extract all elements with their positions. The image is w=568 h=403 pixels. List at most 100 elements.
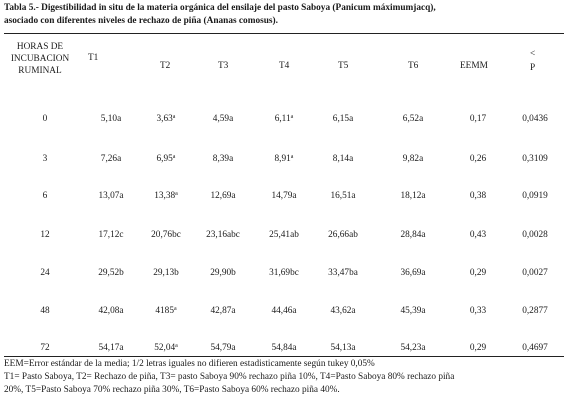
cell-eemm: 0,38	[470, 191, 486, 201]
cell-t3-value: 29,90b	[210, 268, 236, 278]
cell-hour-value: 6	[42, 191, 48, 201]
header-hours-line-3: RUMINAL	[18, 66, 62, 76]
cell-t3-value: 4,59a	[212, 114, 234, 124]
cell-t2-superscript: a	[172, 114, 176, 120]
cell-t2: 29,13b	[153, 268, 179, 278]
footnote-line-1: EEM=Error estándar de la media; 1/2 letr…	[4, 359, 375, 369]
cell-hour-value: 12	[40, 230, 50, 240]
cell-t5-value: 54,13a	[330, 343, 356, 353]
cell-t1: 29,52b	[98, 268, 124, 278]
cell-eemm: 0,29	[470, 343, 486, 353]
header-t2: T2	[160, 61, 171, 71]
cell-t5: 43,62a	[330, 306, 355, 316]
table-caption: Tabla 5.- Digestibilidad in situ de la m…	[4, 2, 564, 28]
cell-t3: 12,69a	[210, 191, 235, 201]
cell-t3-value: 42,87a	[210, 306, 236, 316]
cell-t1-value: 5,10a	[100, 114, 122, 124]
caption-line-2: asociado con diferentes niveles de recha…	[4, 16, 278, 26]
header-hours-line-2: INCUBACION	[10, 54, 70, 64]
cell-t3: 29,90b	[210, 268, 236, 278]
cell-t4: 44,46a	[271, 306, 296, 316]
cell-t3-value: 12,69a	[210, 191, 236, 201]
cell-p: 0,0436	[522, 114, 548, 124]
cell-t1-value: 54,17a	[98, 343, 124, 353]
cell-eemm: 0,33	[470, 306, 486, 316]
cell-eemm-value: 0,26	[469, 154, 487, 164]
header-t5: T5	[338, 61, 349, 71]
cell-eemm-value: 0,29	[469, 268, 487, 278]
cell-hour: 3	[43, 154, 48, 164]
cell-t2: 6,95a	[157, 154, 176, 164]
cell-t4-superscript: a	[290, 154, 294, 160]
cell-t5-value: 6,15a	[332, 114, 354, 124]
cell-t5-value: 16,51a	[330, 191, 356, 201]
cell-p-value: 0,0027	[522, 268, 548, 278]
header-t1: T1	[88, 53, 99, 63]
cell-t2-value: 52,04	[154, 343, 176, 353]
cell-p-value: 0,0919	[522, 191, 548, 201]
header-t3: T3	[218, 61, 229, 71]
header-eemm: EEMM	[460, 61, 488, 71]
cell-t2-superscript: a	[172, 154, 176, 160]
cell-p: 0,0028	[522, 230, 548, 240]
cell-t5: 33,47ba	[328, 268, 358, 278]
cell-hour-value: 3	[42, 154, 48, 164]
cell-hour: 24	[40, 268, 49, 278]
cell-p-value: 0,4697	[522, 343, 548, 353]
cell-t4-value: 54,84a	[271, 343, 297, 353]
cell-t3: 23,16abc	[206, 230, 240, 240]
cell-p: 0,0919	[522, 191, 548, 201]
cell-t4: 31,69bc	[269, 268, 299, 278]
cell-t5-value: 26,66ab	[328, 230, 358, 240]
cell-t1-value: 42,08a	[98, 306, 124, 316]
cell-t6: 18,12a	[400, 191, 425, 201]
cell-t6-value: 54,23a	[400, 343, 426, 353]
cell-t1-value: 29,52b	[98, 268, 124, 278]
cell-p: 0,4697	[522, 343, 548, 353]
cell-t2: 4185a	[155, 306, 176, 316]
cell-t1: 42,08a	[98, 306, 123, 316]
cell-t6: 28,84a	[400, 230, 425, 240]
cell-p-value: 0,3109	[522, 154, 548, 164]
table-bottom-rule	[4, 356, 564, 357]
cell-hour: 6	[43, 191, 48, 201]
cell-p-value: 0,0436	[522, 114, 548, 124]
cell-t4-value: 44,46a	[271, 306, 297, 316]
cell-t4: 14,79a	[271, 191, 296, 201]
cell-t4: 6,11a	[275, 114, 294, 124]
cell-t2-value: 3,63	[156, 114, 173, 124]
cell-p-value: 0,0028	[522, 230, 548, 240]
cell-eemm: 0,29	[470, 268, 486, 278]
header-p: P	[530, 63, 536, 73]
cell-t6: 54,23a	[400, 343, 425, 353]
header-hours: HORAS DE INCUBACION RUMINAL	[4, 41, 76, 77]
cell-t2-superscript: a	[173, 306, 177, 312]
cell-t1: 5,10a	[101, 114, 121, 124]
header-t6: T6	[408, 61, 419, 71]
cell-t2: 3,63a	[157, 114, 176, 124]
cell-hour-value: 72	[40, 343, 50, 353]
cell-hour: 0	[43, 114, 48, 124]
cell-hour: 12	[40, 230, 49, 240]
cell-t4-value: 6,11	[274, 114, 291, 124]
cell-p: 0,2877	[522, 306, 548, 316]
cell-t1-value: 7,26a	[100, 154, 122, 164]
cell-t3-value: 54,79a	[210, 343, 236, 353]
cell-t2-value: 20,76bc	[151, 230, 181, 240]
cell-t4: 54,84a	[271, 343, 296, 353]
header-p-symbol: <	[530, 49, 536, 59]
cell-t6: 45,39a	[400, 306, 425, 316]
cell-p: 0,3109	[522, 154, 548, 164]
cell-t5: 8,14a	[333, 154, 353, 164]
header-hours-line-1: HORAS DE	[16, 42, 64, 52]
cell-t3: 4,59a	[213, 114, 233, 124]
cell-t6-value: 9,82a	[402, 154, 424, 164]
cell-t2-superscript: a	[175, 343, 178, 349]
cell-hour: 72	[40, 343, 49, 353]
cell-t5: 26,66ab	[328, 230, 358, 240]
cell-t2: 13,38a	[154, 191, 178, 201]
cell-t2-value: 13,38	[154, 191, 176, 201]
cell-eemm: 0,26	[470, 154, 486, 164]
cell-t3: 54,79a	[210, 343, 235, 353]
cell-t1: 7,26a	[101, 154, 121, 164]
